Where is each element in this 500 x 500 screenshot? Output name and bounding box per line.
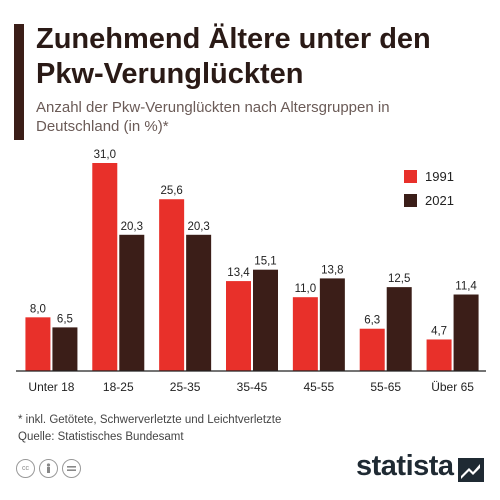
cc-icon[interactable]: cc (16, 459, 35, 478)
data-label-2021-6: 11,4 (455, 281, 477, 293)
legend-swatch-1991 (404, 169, 417, 183)
x-tick-label-4: 45-55 (304, 380, 335, 394)
bar-2021-3 (253, 269, 278, 371)
footnote-source: Quelle: Statistisches Bundesamt (18, 431, 184, 443)
license-icons: cc (16, 459, 81, 478)
title-accent-bar (14, 24, 24, 140)
data-label-2021-0: 6,5 (57, 313, 73, 325)
bar-2021-6 (453, 294, 479, 371)
bar-2021-1 (119, 234, 145, 371)
footnote: * inkl. Getötete, Schwerverletzte und Le… (18, 412, 281, 446)
data-label-2021-2: 20,3 (187, 221, 209, 233)
data-label-2021-5: 12,5 (388, 273, 410, 285)
data-label-2021-4: 13,8 (321, 264, 343, 276)
data-label-1991-5: 6,3 (364, 315, 380, 327)
legend-label-1991: 1991 (425, 168, 454, 184)
legend-label-2021: 2021 (425, 192, 454, 208)
x-tick-label-5: 55-65 (370, 380, 401, 394)
data-label-1991-2: 25,6 (160, 185, 182, 197)
x-tick-label-0: Unter 18 (28, 380, 74, 394)
data-label-1991-6: 4,7 (431, 325, 447, 337)
legend-swatch-2021 (404, 193, 417, 207)
bar-1991-5 (359, 328, 385, 371)
data-label-1991-0: 8,0 (30, 303, 46, 315)
x-tick-label-2: 25-35 (170, 380, 201, 394)
bar-1991-6 (426, 339, 452, 371)
statista-logo[interactable]: statista (356, 450, 454, 482)
bar-2021-4 (319, 278, 345, 371)
x-tick-label-6: Über 65 (431, 380, 474, 394)
footnote-note: * inkl. Getötete, Schwerverletzte und Le… (18, 414, 282, 426)
legend: 1991 2021 (404, 164, 454, 212)
statista-logo-icon (458, 458, 484, 482)
data-label-2021-1: 20,3 (121, 221, 143, 233)
x-tick-label-3: 35-45 (237, 380, 268, 394)
bar-2021-2 (186, 234, 212, 371)
legend-item-2021: 2021 (404, 188, 454, 212)
data-label-1991-1: 31,0 (94, 149, 116, 161)
bar-1991-2 (159, 199, 185, 371)
data-label-2021-3: 15,1 (254, 256, 276, 268)
data-label-1991-4: 11,0 (295, 283, 317, 295)
equals-icon[interactable] (62, 459, 81, 478)
bar-1991-4 (292, 297, 318, 371)
x-tick-label-1: 18-25 (103, 380, 134, 394)
bar-2021-5 (386, 287, 412, 371)
person-icon[interactable] (39, 459, 58, 478)
data-label-1991-3: 13,4 (227, 267, 250, 279)
bar-1991-0 (25, 317, 51, 371)
bar-2021-0 (52, 327, 78, 371)
bar-1991-1 (92, 163, 118, 371)
bar-1991-3 (226, 281, 251, 371)
chart-title: Zunehmend Ältere unter den Pkw-Verunglüc… (36, 23, 431, 90)
legend-item-1991: 1991 (404, 164, 454, 188)
chart-subtitle: Anzahl der Pkw-Verunglückten nach Alters… (36, 99, 390, 135)
